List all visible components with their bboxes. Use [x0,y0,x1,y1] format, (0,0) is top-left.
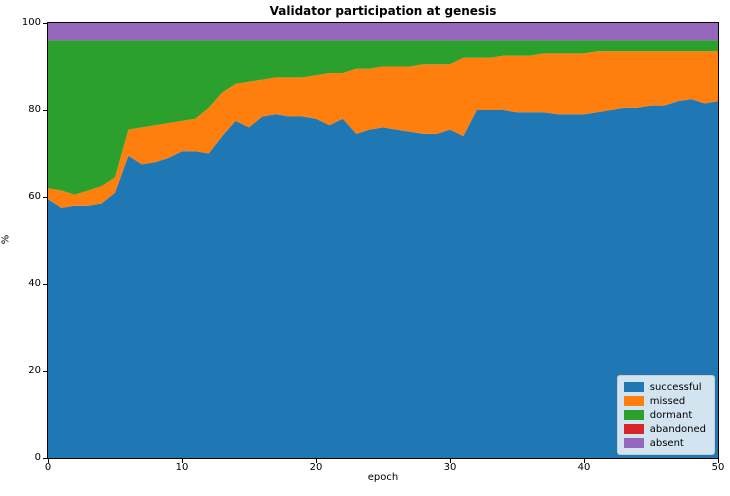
x-tick-mark [181,459,183,463]
plot-area: successful missed dormant abandoned abse… [47,22,719,459]
y-tick-label: 100 [21,17,41,28]
x-tick-mark [315,459,317,463]
area-dormant [48,40,718,195]
stacked-area-chart [48,23,718,458]
area-missed [48,51,718,208]
legend-item-dormant: dormant [623,408,706,422]
legend-swatch-missed [623,396,644,406]
x-tick-mark [47,459,49,463]
y-tick-mark [43,110,47,111]
legend-swatch-absent [623,438,644,448]
area-successful [48,99,718,458]
y-tick-label: 0 [34,452,41,463]
y-tick-label: 60 [28,191,41,202]
y-tick-mark [43,284,47,285]
x-tick-mark [717,459,719,463]
x-tick-label: 0 [44,462,52,473]
x-tick-label: 30 [443,462,457,473]
legend: successful missed dormant abandoned abse… [616,375,715,455]
y-tick-label: 40 [28,278,41,289]
y-tick-mark [43,371,47,372]
y-tick-mark [43,23,47,24]
legend-swatch-dormant [623,410,644,420]
y-tick-mark [43,197,47,198]
x-tick-mark [449,459,451,463]
x-tick-mark [583,459,585,463]
legend-swatch-successful [623,382,644,392]
chart-title: Validator participation at genesis [269,4,497,18]
x-tick-label: 40 [577,462,591,473]
legend-label: missed [649,395,686,407]
legend-label: absent [649,437,684,449]
x-tick-label: 50 [711,462,725,473]
y-axis-label: % [0,234,12,245]
x-axis-label: epoch [367,472,399,483]
legend-label: abandoned [649,423,706,435]
legend-item-missed: missed [623,394,706,408]
legend-label: dormant [649,409,693,421]
legend-swatch-abandoned [623,424,644,434]
legend-item-absent: absent [623,436,706,450]
x-tick-label: 20 [309,462,323,473]
legend-item-abandoned: abandoned [623,422,706,436]
legend-label: successful [649,381,702,393]
legend-item-successful: successful [623,380,706,394]
x-tick-label: 10 [175,462,189,473]
y-tick-label: 80 [28,104,41,115]
y-tick-mark [43,458,47,459]
area-absent [48,23,718,41]
y-tick-label: 20 [28,365,41,376]
